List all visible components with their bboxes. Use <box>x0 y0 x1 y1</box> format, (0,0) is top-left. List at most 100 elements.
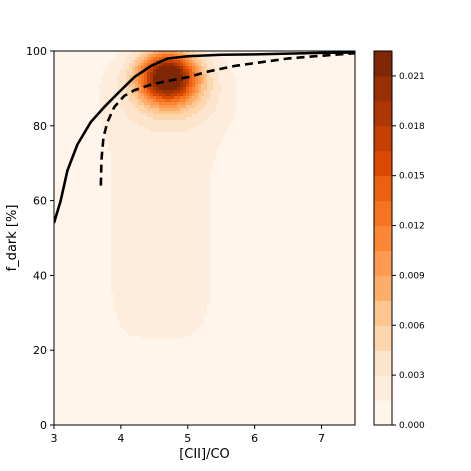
density-cell <box>126 345 130 349</box>
density-cell <box>75 255 79 259</box>
density-cell <box>147 255 151 259</box>
density-cell <box>153 99 157 103</box>
density-cell <box>87 150 91 154</box>
density-cell <box>75 399 79 403</box>
density-cell <box>72 345 76 349</box>
density-cell <box>54 396 58 400</box>
density-cell <box>108 420 112 424</box>
density-cell <box>96 165 100 169</box>
density-cell <box>162 321 166 325</box>
density-cell <box>63 264 67 268</box>
density-cell <box>78 321 82 325</box>
density-cell <box>159 114 163 118</box>
density-cell <box>153 225 157 229</box>
density-cell <box>171 372 175 376</box>
density-cell <box>63 360 67 364</box>
density-cell <box>72 396 76 400</box>
density-cell <box>168 156 172 160</box>
density-cell <box>171 363 175 367</box>
density-cell <box>123 177 127 181</box>
density-cell <box>159 228 163 232</box>
density-cell <box>150 264 154 268</box>
density-cell <box>132 402 136 406</box>
density-cell <box>78 111 82 115</box>
density-cell <box>153 138 157 142</box>
density-cell <box>138 51 142 55</box>
density-cell <box>144 174 148 178</box>
density-cell <box>147 384 151 388</box>
density-cell <box>129 132 133 136</box>
density-cell <box>120 333 124 337</box>
density-cell <box>147 327 151 331</box>
density-cell <box>96 294 100 298</box>
density-cell <box>69 285 73 289</box>
density-cell <box>126 387 130 391</box>
density-cell <box>57 360 61 364</box>
density-cell <box>114 192 118 196</box>
density-cell <box>168 96 172 100</box>
density-cell <box>171 150 175 154</box>
density-cell <box>144 306 148 310</box>
density-cell <box>72 279 76 283</box>
density-cell <box>93 159 97 163</box>
density-cell <box>159 189 163 193</box>
density-cell <box>96 288 100 292</box>
density-cell <box>120 81 124 85</box>
density-cell <box>117 138 121 142</box>
density-cell <box>90 66 94 70</box>
density-cell <box>147 57 151 61</box>
density-cell <box>93 96 97 100</box>
density-cell <box>123 300 127 304</box>
density-cell <box>165 126 169 130</box>
density-cell <box>162 423 166 425</box>
density-cell <box>69 153 73 157</box>
density-cell <box>138 171 142 175</box>
density-cell <box>75 333 79 337</box>
density-cell <box>60 318 64 322</box>
density-cell <box>108 102 112 106</box>
density-cell <box>150 408 154 412</box>
density-cell <box>114 303 118 307</box>
density-cell <box>147 69 151 73</box>
density-cell <box>84 405 88 409</box>
density-cell <box>96 366 100 370</box>
density-cell <box>96 351 100 355</box>
density-cell <box>156 228 160 232</box>
density-cell <box>144 81 148 85</box>
density-cell <box>153 60 157 64</box>
density-cell <box>165 63 169 67</box>
density-cell <box>147 252 151 256</box>
density-cell <box>150 240 154 244</box>
density-cell <box>54 357 58 361</box>
density-cell <box>120 255 124 259</box>
density-cell <box>132 264 136 268</box>
density-cell <box>153 327 157 331</box>
density-cell <box>57 51 61 55</box>
density-cell <box>84 291 88 295</box>
density-cell <box>66 321 70 325</box>
density-cell <box>144 60 148 64</box>
density-cell <box>135 51 139 55</box>
density-cell <box>165 366 169 370</box>
density-cell <box>123 231 127 235</box>
density-cell <box>60 63 64 67</box>
density-cell <box>120 363 124 367</box>
density-cell <box>108 141 112 145</box>
density-cell <box>144 366 148 370</box>
density-cell <box>138 108 142 112</box>
density-cell <box>153 174 157 178</box>
density-cell <box>54 390 58 394</box>
density-cell <box>132 186 136 190</box>
density-cell <box>120 423 124 425</box>
density-cell <box>171 87 175 91</box>
density-cell <box>138 222 142 226</box>
density-cell <box>60 102 64 106</box>
density-cell <box>114 324 118 328</box>
density-cell <box>111 420 115 424</box>
density-cell <box>93 423 97 425</box>
density-cell <box>57 408 61 412</box>
density-cell <box>171 207 175 211</box>
density-cell <box>99 393 103 397</box>
density-cell <box>144 372 148 376</box>
density-cell <box>147 192 151 196</box>
